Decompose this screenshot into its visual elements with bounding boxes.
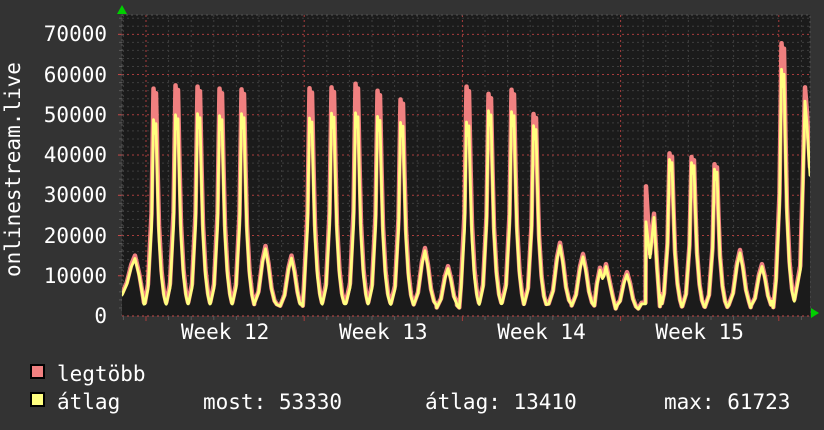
y-axis-label: 50000 <box>43 102 107 127</box>
x-axis-label: Week 12 <box>180 320 270 344</box>
y-axis-label: 30000 <box>43 183 107 208</box>
y-axis-label: 60000 <box>43 62 107 87</box>
x-axis-arrow-icon <box>811 308 819 318</box>
stat-most: most: 53330 <box>203 390 343 414</box>
x-axis-label: Week 15 <box>655 320 744 344</box>
legend-swatch-atlag <box>30 392 45 407</box>
legend-label-legtobb: legtöbb <box>57 362 146 386</box>
series-line-atlag <box>122 67 810 311</box>
series-group <box>122 40 810 316</box>
y-axis-label: 40000 <box>43 143 107 168</box>
legend-swatch-legtobb <box>30 364 45 379</box>
y-axis-arrow-icon <box>117 5 127 14</box>
y-axis-label: 0 <box>94 304 107 328</box>
stat-atlag: átlag: 13410 <box>425 390 577 414</box>
y-axis-label: 70000 <box>43 22 107 47</box>
plot-border <box>121 14 811 316</box>
y-axis-label: 10000 <box>43 263 107 288</box>
x-axis-label: Week 14 <box>497 320 586 344</box>
stat-max: max: 61723 <box>664 390 791 414</box>
legend-label-atlag: átlag <box>57 390 121 414</box>
x-axis-label: Week 13 <box>339 320 428 344</box>
y-axis-label: 20000 <box>43 223 107 248</box>
